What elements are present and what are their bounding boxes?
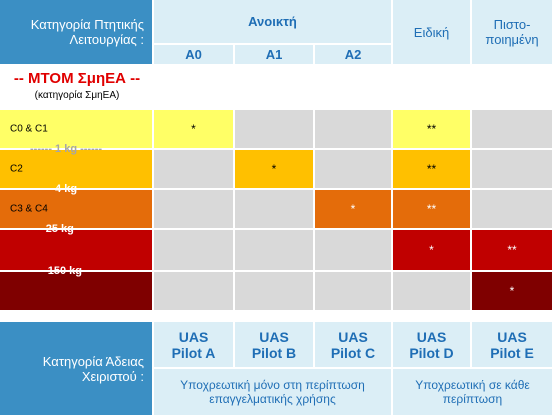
row-label: C3 & C4 xyxy=(10,203,48,215)
specific-header: Ειδική xyxy=(393,0,470,64)
certified-header: Πιστο- ποιημένη xyxy=(472,0,552,64)
cell xyxy=(315,110,391,148)
row-label: C0 & C1 xyxy=(10,123,48,135)
cell: * xyxy=(154,110,233,148)
pilot-license: UAS Pilot C xyxy=(315,322,391,367)
cell xyxy=(472,190,552,228)
cell xyxy=(393,272,470,310)
cell: * xyxy=(393,230,470,270)
mtom-subtitle: (κατηγορία ΣμηΕΑ) xyxy=(34,89,120,101)
cell xyxy=(315,230,391,270)
weight-limit: ------ 1 kg ------ xyxy=(30,143,103,155)
cell xyxy=(315,150,391,188)
license-note: Υποχρεωτική μόνο στη περίπτωση επαγγελμα… xyxy=(154,369,391,415)
row-band xyxy=(0,150,152,188)
cell: ** xyxy=(393,110,470,148)
row-band xyxy=(0,272,152,310)
weight-limit: ------ 4 kg ------ xyxy=(30,183,103,195)
cell xyxy=(235,272,313,310)
row-band xyxy=(0,110,152,148)
cell xyxy=(154,230,233,270)
cell: ** xyxy=(393,190,470,228)
cell xyxy=(154,190,233,228)
weight-limit: ---- 25 kg ---- xyxy=(28,223,92,235)
mtom-title: -- MTOM ΣμηΕΑ -- xyxy=(13,69,141,87)
cell xyxy=(235,230,313,270)
cell xyxy=(235,190,313,228)
open-header: Ανοικτή xyxy=(154,0,391,43)
cell xyxy=(315,272,391,310)
pilot-license: UAS Pilot B xyxy=(235,322,313,367)
license-label: Κατηγορία Άδειας Χειριστού : xyxy=(0,322,152,415)
cell xyxy=(154,150,233,188)
cell: ** xyxy=(393,150,470,188)
cell xyxy=(154,272,233,310)
cell xyxy=(472,150,552,188)
pilot-license: UAS Pilot A xyxy=(154,322,233,367)
cell: * xyxy=(235,150,313,188)
operation-label: Κατηγορία Πτητικής Λειτουργίας : xyxy=(0,0,152,64)
row-band xyxy=(0,230,152,270)
open-subcategory: A1 xyxy=(235,45,313,64)
weight-limit: ---- 150 kg ----- xyxy=(30,265,104,277)
open-subcategory: A2 xyxy=(315,45,391,64)
cell xyxy=(472,110,552,148)
row-band xyxy=(0,190,152,228)
cell: * xyxy=(315,190,391,228)
pilot-license: UAS Pilot E xyxy=(472,322,552,367)
row-label: C2 xyxy=(10,163,23,175)
license-note: Υποχρεωτική σε κάθε περίπτωση xyxy=(393,369,552,415)
pilot-license: UAS Pilot D xyxy=(393,322,470,367)
open-subcategory: A0 xyxy=(154,45,233,64)
cell: ** xyxy=(472,230,552,270)
cell: * xyxy=(472,272,552,310)
cell xyxy=(235,110,313,148)
